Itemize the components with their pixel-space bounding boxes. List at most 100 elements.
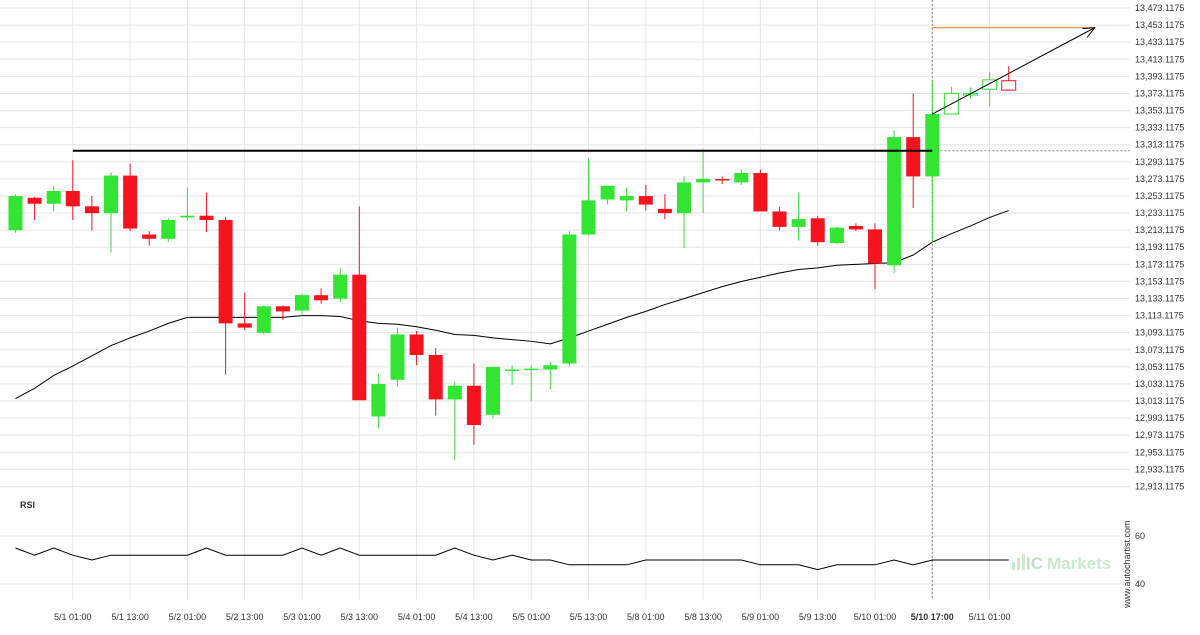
candle-body [696,178,711,183]
candle-body [8,196,23,231]
candle-body [657,208,672,214]
logo-suffix: Markets [1047,554,1111,573]
icmarkets-logo: IC Markets [1012,554,1111,573]
logo-prefix: IC [1026,554,1043,573]
price-tick-label: 13,113.1175 [1135,311,1184,321]
candle-body [314,295,329,301]
price-tick-label: 13,213.1175 [1135,225,1184,235]
watermark: www.autochartist.com IC Markets [1012,520,1132,609]
time-tick-label: 5/9 01:00 [742,612,780,622]
price-tick-label: 13,273.1175 [1135,174,1184,184]
price-axis: 13,473.1175 13,453.1175 13,433.1175 13,413.… [1135,3,1184,589]
candle-body [161,219,176,239]
autochartist-watermark: www.autochartist.com [1122,520,1132,609]
rsi-line [15,547,1009,571]
moving-average-line [15,210,1009,399]
candle-body [543,365,558,370]
candle-body [982,79,998,90]
candle-body [428,354,443,400]
candlestick-layer [8,66,1017,461]
time-tick-label: 5/1 13:00 [111,612,149,622]
candle-body [715,178,730,181]
logo-bar-icon [1012,562,1015,570]
price-tick-label: 13,073.1175 [1135,345,1184,355]
candle-body [256,306,271,333]
candle-body [352,274,367,401]
price-tick-label: 13,013.1175 [1135,396,1184,406]
candle-body [218,219,233,324]
candle-body [409,334,424,355]
candle-body [810,218,825,243]
candle-body [887,137,902,266]
candle-body [486,366,500,415]
candle-body [1001,80,1017,91]
price-tick-label: 13,333.1175 [1135,123,1184,133]
candle-body [84,206,99,214]
price-tick-label: 13,193.1175 [1135,242,1184,252]
candle-body [104,175,118,214]
candle-body [772,211,787,227]
price-tick-label: 12,913.1175 [1135,481,1184,491]
candle-body [295,295,309,311]
candle-body [734,172,749,183]
time-tick-label: 5/3 01:00 [283,612,321,622]
time-tick-label: 5/1 01:00 [54,612,92,622]
price-tick-label: 12,953.1175 [1135,447,1184,457]
candle-body [466,385,481,426]
candle-body [600,185,615,200]
time-tick-label: 5/5 13:00 [570,612,608,622]
candle-body [524,368,539,371]
candle-body [848,225,863,230]
time-tick-label: 5/10 01:00 [854,612,897,622]
candle-body [619,196,634,201]
time-tick-label: 5/11 01:00 [969,612,1011,622]
candle-body [791,219,806,227]
time-tick-label: 5/9 13:00 [799,612,837,622]
price-tick-label: 12,993.1175 [1135,413,1184,423]
moving-average-layer [15,210,1009,399]
projection-line [932,27,1095,115]
price-tick-label: 13,433.1175 [1135,37,1184,47]
logo-bar-icon [1017,558,1020,570]
candle-body [581,200,596,235]
rsi-title: RSI [20,500,35,510]
candle-body [142,234,157,239]
pattern-overlay-layer [72,27,1096,152]
price-tick-label: 13,093.1175 [1135,328,1184,338]
price-tick-label: 13,033.1175 [1135,379,1184,389]
candle-body [447,385,462,400]
time-axis: 5/1 01:00 5/1 13:00 5/2 01:00 5/2 13:00 5/3 … [54,612,1011,622]
time-tick-label: 5/3 13:00 [341,612,379,622]
candle-body [237,323,252,328]
time-tick-label: 5/5 01:00 [512,612,550,622]
candle-body [27,197,42,204]
projection-arrowhead [1082,27,1096,38]
time-tick-label: 5/2 01:00 [169,612,207,622]
candle-body [275,306,290,312]
candle-body [65,190,80,207]
price-tick-label: 13,413.1175 [1135,54,1184,64]
candle-body [906,137,921,177]
price-tick-label: 13,393.1175 [1135,71,1184,81]
price-tick-label: 13,053.1175 [1135,362,1184,372]
candle-body [333,274,348,299]
candle-body [505,369,520,372]
candle-body [868,229,882,264]
logo-bar-icon [1022,554,1025,570]
price-tick-label: 13,373.1175 [1135,88,1184,98]
price-tick-label: 13,153.1175 [1135,276,1184,286]
price-tick-label: 13,453.1175 [1135,20,1184,30]
time-tick-label: 5/4 01:00 [398,612,436,622]
candle-body [371,384,386,417]
candle-body [180,215,195,218]
time-tick-label: 5/10 17:00 [911,612,954,622]
candle-body [753,172,768,212]
candle-body [925,114,940,177]
price-tick-label: 13,293.1175 [1135,157,1184,167]
candle-body [638,196,653,205]
candle-body [829,227,844,244]
candle-body [199,215,214,220]
price-tick-label: 13,473.1175 [1135,3,1184,13]
